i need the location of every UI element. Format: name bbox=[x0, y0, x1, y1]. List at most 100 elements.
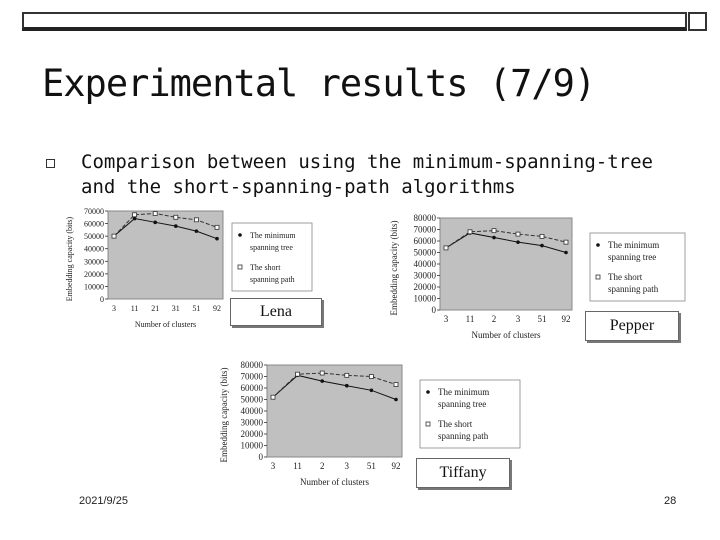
x-tick-label: 11 bbox=[293, 461, 302, 471]
data-point bbox=[320, 379, 324, 383]
y-tick-label: 50000 bbox=[241, 395, 264, 405]
y-tick-label: 60000 bbox=[84, 220, 104, 229]
y-tick-label: 70000 bbox=[414, 225, 437, 235]
data-point bbox=[515, 231, 521, 237]
data-point bbox=[111, 233, 117, 239]
data-point bbox=[394, 397, 398, 402]
data-point bbox=[173, 214, 179, 220]
data-point bbox=[132, 212, 137, 218]
legend-label: The minimum bbox=[250, 231, 296, 240]
series-line-short-spanning-path bbox=[272, 372, 397, 398]
legend-box bbox=[231, 222, 313, 292]
plot-area bbox=[266, 364, 403, 458]
plot-area bbox=[439, 217, 573, 311]
pepper-caption: Pepper bbox=[585, 311, 679, 341]
x-tick-label: 11 bbox=[466, 314, 475, 324]
legend-marker bbox=[425, 421, 431, 427]
y-tick-label: 40000 bbox=[414, 259, 437, 269]
y-tick-label: 80000 bbox=[414, 213, 437, 223]
x-tick-label: 2 bbox=[492, 314, 497, 324]
data-point bbox=[319, 370, 325, 376]
data-point bbox=[132, 216, 137, 221]
data-point bbox=[491, 228, 497, 234]
data-point bbox=[540, 243, 544, 248]
pepper-chart: 0 10000 20000 30000 40000 50000 60000 70000 8000… bbox=[385, 208, 690, 358]
y-tick-label: 30000 bbox=[241, 418, 264, 428]
x-tick-label: 31 bbox=[172, 304, 180, 313]
data-point bbox=[174, 224, 178, 228]
legend-box bbox=[419, 379, 521, 449]
series-line-minimum-spanning-tree bbox=[272, 374, 397, 400]
y-tick-label: 60000 bbox=[241, 383, 264, 393]
bullet-marker bbox=[46, 159, 55, 168]
lena-chart: 0 10000 20000 30000 40000 50000 60000 70000 3 11 2… bbox=[60, 203, 320, 343]
x-axis-label: Number of clusters bbox=[300, 477, 369, 487]
legend-marker bbox=[237, 264, 243, 270]
y-tick-label: 60000 bbox=[414, 236, 437, 246]
legend-marker bbox=[595, 274, 601, 280]
y-tick-label: 40000 bbox=[84, 245, 104, 254]
x-tick-label: 21 bbox=[151, 304, 159, 313]
y-tick-label: 30000 bbox=[414, 271, 437, 281]
legend-label: spanning path bbox=[608, 284, 659, 294]
data-point bbox=[393, 382, 399, 387]
y-tick-label: 10000 bbox=[241, 441, 264, 451]
y-tick-label: 20000 bbox=[241, 429, 264, 439]
x-axis-label: Number of clusters bbox=[472, 330, 541, 340]
data-point bbox=[368, 374, 374, 379]
data-point bbox=[369, 388, 374, 393]
series-line-minimum-spanning-tree bbox=[445, 232, 567, 253]
legend-label: The short bbox=[608, 272, 643, 282]
y-tick-label: 50000 bbox=[414, 248, 437, 258]
page-number: 28 bbox=[664, 495, 677, 507]
data-point bbox=[564, 250, 568, 255]
x-tick-label: 3 bbox=[444, 314, 449, 324]
data-point bbox=[295, 371, 300, 377]
x-tick-label: 92 bbox=[562, 314, 571, 324]
y-tick-label: 0 bbox=[432, 305, 437, 315]
legend-marker bbox=[238, 233, 242, 237]
slide-top-bar-box bbox=[688, 12, 707, 31]
data-point bbox=[539, 233, 545, 239]
y-tick-label: 70000 bbox=[241, 372, 264, 382]
y-tick-label: 20000 bbox=[84, 270, 104, 279]
data-point bbox=[467, 229, 473, 235]
x-axis-label: Number of clusters bbox=[135, 320, 196, 329]
data-point bbox=[516, 240, 520, 244]
y-tick-label: 40000 bbox=[241, 406, 264, 416]
legend-label: The minimum bbox=[608, 240, 659, 250]
x-tick-label: 2 bbox=[320, 461, 325, 471]
y-tick-label: 0 bbox=[259, 452, 264, 462]
y-axis-label: Embedding capacity (bits) bbox=[65, 216, 74, 301]
lena-caption: Lena bbox=[230, 298, 322, 326]
data-point bbox=[492, 235, 496, 240]
data-point bbox=[563, 239, 569, 245]
legend-label: spanning tree bbox=[250, 243, 293, 252]
y-tick-label: 30000 bbox=[84, 257, 104, 266]
data-point bbox=[443, 245, 449, 251]
series-line-short-spanning-path bbox=[445, 230, 567, 249]
y-tick-label: 70000 bbox=[84, 207, 104, 216]
bullet-text: Comparison between using the minimum-spa… bbox=[81, 151, 653, 198]
plot-area bbox=[107, 210, 224, 300]
legend-label: spanning tree bbox=[438, 399, 486, 409]
legend-label: spanning path bbox=[438, 431, 489, 441]
data-point bbox=[152, 211, 158, 216]
y-tick-label: 10000 bbox=[84, 282, 104, 291]
y-tick-label: 50000 bbox=[84, 232, 104, 241]
series-line-minimum-spanning-tree bbox=[113, 218, 218, 240]
x-tick-label: 51 bbox=[538, 314, 547, 324]
legend-marker bbox=[596, 243, 600, 247]
x-tick-label: 92 bbox=[392, 461, 401, 471]
x-tick-label: 3 bbox=[345, 461, 350, 471]
x-tick-label: 11 bbox=[131, 304, 139, 313]
data-point bbox=[215, 236, 219, 241]
x-tick-label: 3 bbox=[516, 314, 521, 324]
legend-label: spanning path bbox=[250, 275, 295, 284]
data-point bbox=[344, 372, 350, 378]
y-axis-label: Embedding capacity (bits) bbox=[219, 368, 229, 463]
data-point bbox=[345, 383, 349, 388]
legend-label: The short bbox=[438, 419, 473, 429]
